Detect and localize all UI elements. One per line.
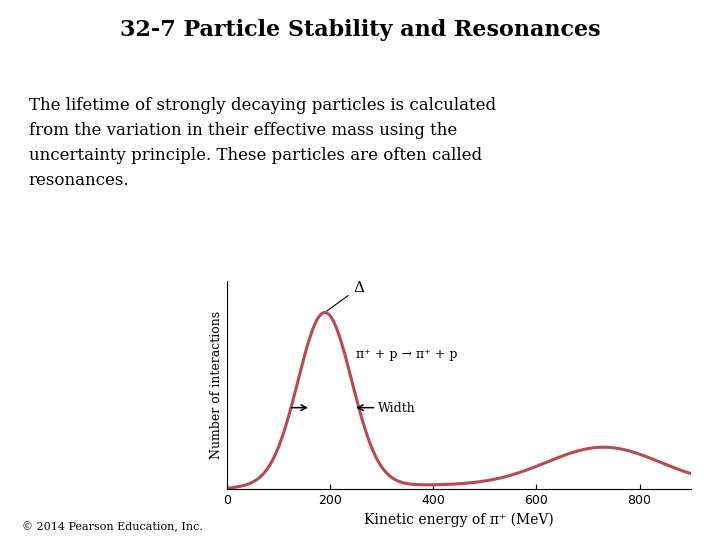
Text: Δ: Δ	[327, 281, 364, 311]
Text: π⁺ + p → π⁺ + p: π⁺ + p → π⁺ + p	[356, 348, 457, 361]
Text: Width: Width	[378, 402, 415, 415]
X-axis label: Kinetic energy of π⁺ (MeV): Kinetic energy of π⁺ (MeV)	[364, 512, 554, 526]
Text: © 2014 Pearson Education, Inc.: © 2014 Pearson Education, Inc.	[22, 521, 202, 532]
Y-axis label: Number of interactions: Number of interactions	[210, 310, 222, 459]
Text: 32-7 Particle Stability and Resonances: 32-7 Particle Stability and Resonances	[120, 19, 600, 41]
Text: The lifetime of strongly decaying particles is calculated
from the variation in : The lifetime of strongly decaying partic…	[29, 97, 496, 188]
